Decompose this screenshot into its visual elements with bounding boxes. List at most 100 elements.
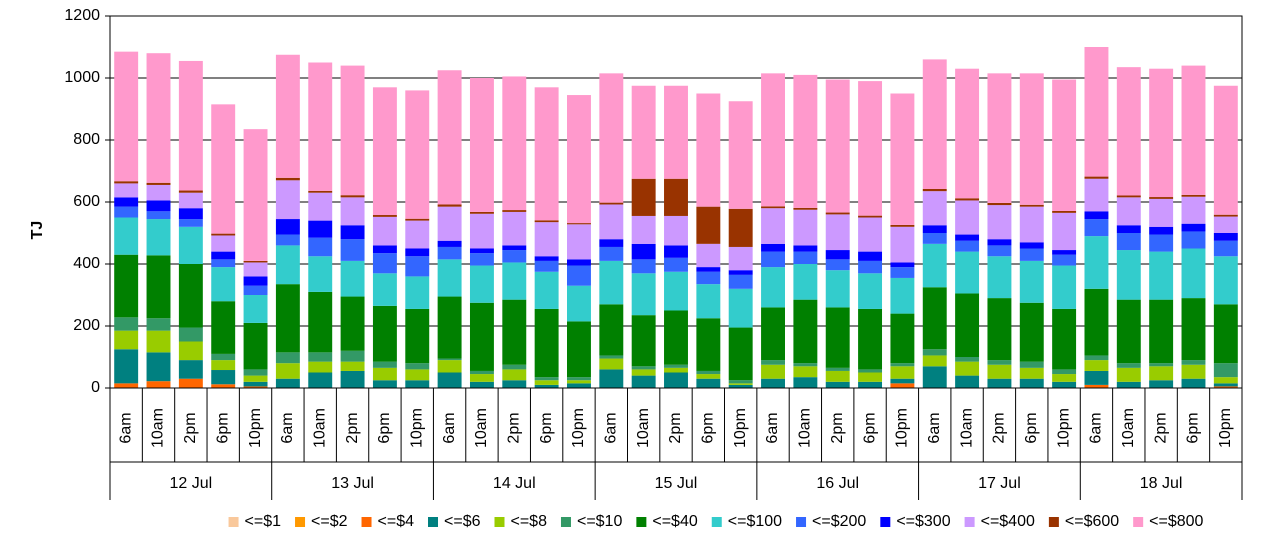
bar-segment (631, 375, 656, 388)
bar-segment (890, 93, 915, 225)
x-tick-label: 6pm (861, 412, 878, 443)
x-tick-label: 10pm (408, 408, 425, 448)
bar-segment (890, 378, 915, 384)
bar-segment (1213, 377, 1238, 384)
bar-segment (858, 81, 883, 216)
bar-segment (469, 213, 494, 249)
bar-segment (178, 341, 203, 361)
bar-segment (1149, 68, 1174, 198)
bar-segment (1019, 378, 1044, 388)
bar-segment (1116, 363, 1141, 368)
bar-segment (728, 208, 753, 247)
bar-segment (243, 381, 268, 387)
bar-segment (405, 248, 430, 257)
bar-segment (1052, 212, 1077, 251)
bar-segment (1181, 360, 1206, 365)
bar-segment (469, 253, 494, 266)
bar-segment (211, 233, 236, 236)
bar-segment (1019, 361, 1044, 368)
bar-segment (631, 259, 656, 274)
bar-segment (178, 378, 203, 388)
y-tick-label: 0 (91, 379, 100, 396)
legend-label: <=$2 (311, 513, 348, 530)
bar-segment (1084, 178, 1109, 212)
bar-segment (858, 251, 883, 261)
legend-marker (636, 517, 647, 527)
bar-segment (728, 101, 753, 209)
bar-segment (146, 255, 171, 319)
x-tick-label: 2pm (1152, 412, 1169, 443)
legend-label: <=$300 (896, 513, 950, 530)
y-tick-label: 400 (73, 255, 100, 272)
legend-label: <=$1 (245, 513, 282, 530)
bar-segment (340, 296, 365, 351)
bar-segment (1019, 206, 1044, 243)
bar-segment (761, 73, 785, 207)
legend-label: <=$8 (510, 513, 547, 530)
legend-label: <=$400 (981, 513, 1035, 530)
bar-segment (405, 276, 430, 309)
bar-segment (146, 330, 171, 353)
bar-segment (728, 246, 753, 271)
bar-segment (664, 85, 688, 179)
legend-marker (964, 517, 975, 527)
bar-segment (1052, 381, 1077, 388)
legend-marker (1048, 517, 1059, 527)
group-label: 13 Jul (331, 475, 374, 492)
bar-segment (567, 380, 591, 384)
bar-segment (469, 265, 494, 303)
bar-segment (405, 369, 430, 381)
x-tick-label: 10pm (732, 408, 749, 448)
bar-segment (275, 378, 300, 388)
bar-segment (890, 226, 915, 263)
bar-segment (955, 361, 980, 376)
bar-segment (1149, 299, 1174, 364)
bar-segment (696, 243, 721, 268)
bar-segment (372, 305, 397, 362)
bar-segment (146, 200, 171, 212)
bar-segment (437, 296, 462, 359)
bar-segment (405, 218, 430, 221)
bar-segment (340, 225, 365, 240)
legend-marker (560, 517, 571, 527)
bar-segment (211, 104, 236, 234)
bar-segment (955, 240, 980, 252)
bar-segment (437, 204, 462, 207)
bar-segment (1084, 219, 1109, 237)
bar-segment (1084, 288, 1109, 356)
bar-segment (858, 372, 883, 382)
bar-segment (955, 68, 980, 199)
y-axis-label: TJ (29, 221, 46, 240)
bar-segment (664, 178, 688, 216)
bar-segment (696, 206, 721, 244)
x-tick-label: 10am (1120, 408, 1137, 448)
bar-segment (1181, 378, 1206, 388)
bar-segment (243, 295, 268, 323)
bar-segment (987, 364, 1012, 379)
bar-segment (858, 217, 883, 252)
bar-segment (1149, 366, 1174, 381)
bar-segment (761, 360, 785, 365)
bar-segment (825, 250, 850, 260)
legend-marker (428, 517, 439, 527)
bar-segment (728, 288, 753, 328)
bar-segment (211, 301, 236, 354)
bar-segment (437, 70, 462, 205)
x-tick-label: 6am (764, 412, 781, 443)
bar-segment (308, 352, 333, 362)
bar-segment (1149, 234, 1174, 252)
bar-segment (664, 367, 688, 373)
bar-segment (275, 363, 300, 379)
bar-segment (534, 377, 559, 381)
bar-segment (308, 190, 333, 193)
bar-segment (405, 90, 430, 219)
bar-segment (761, 206, 785, 209)
bar-segment (502, 245, 527, 251)
bar-segment (146, 352, 171, 382)
bar-segment (1181, 298, 1206, 361)
bar-segment (987, 378, 1012, 388)
bar-segment (696, 370, 721, 375)
bar-segment (114, 181, 139, 184)
bar-segment (243, 322, 268, 370)
bar-segment (825, 214, 850, 251)
